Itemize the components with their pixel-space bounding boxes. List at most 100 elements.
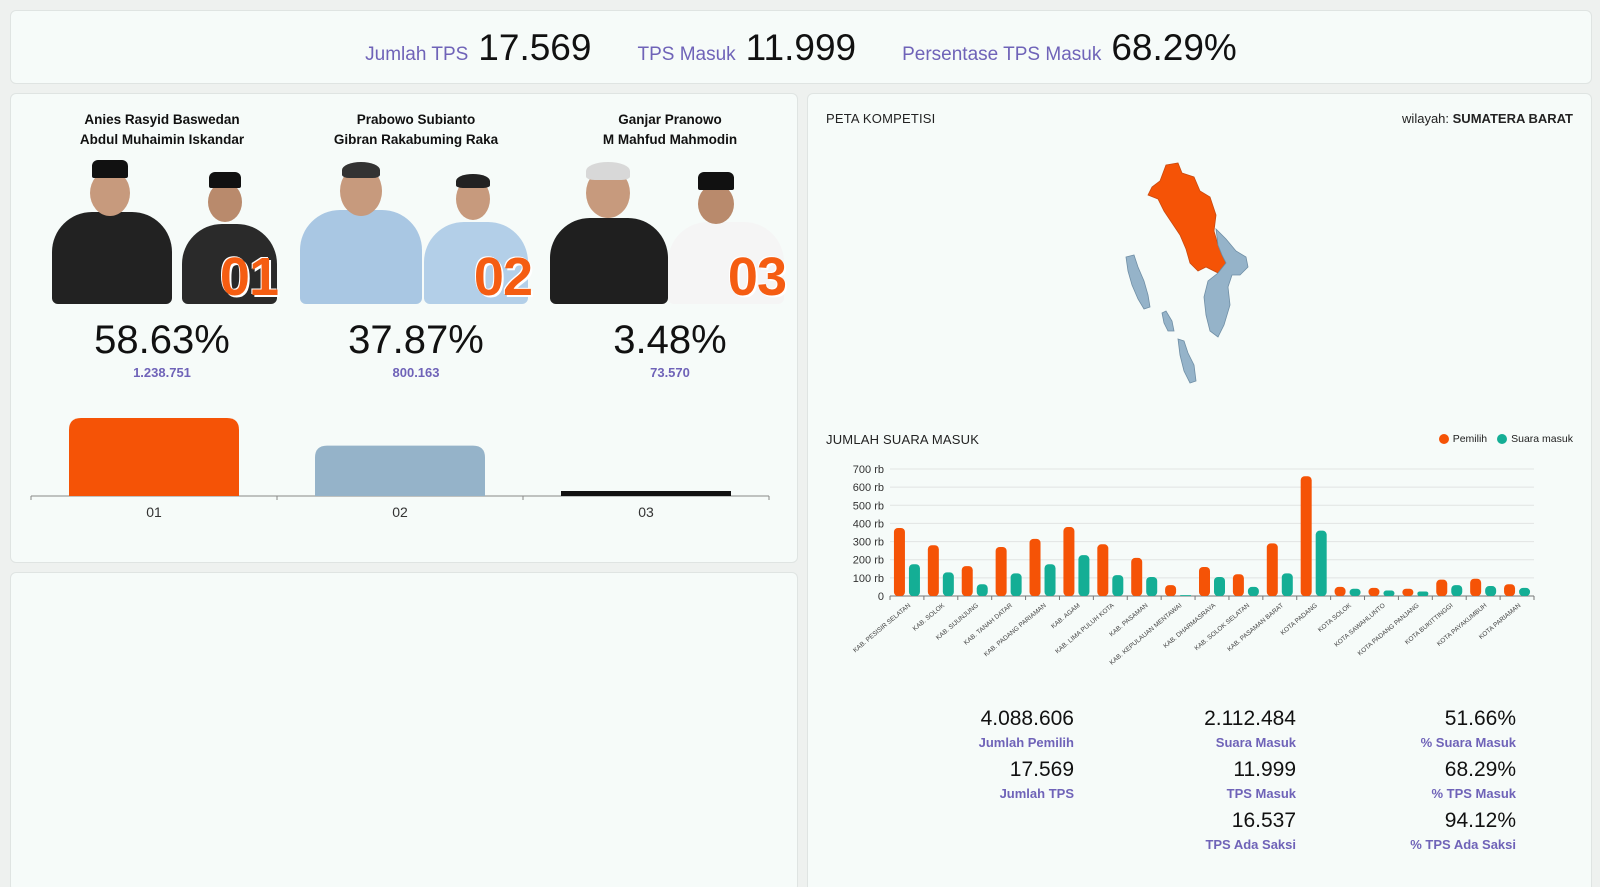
candidate-running-mate: Gibran Rakabuming Raka xyxy=(333,132,499,147)
y-tick-label: 300 rb xyxy=(853,537,884,549)
stat-label: Persentase TPS Masuk xyxy=(902,44,1102,65)
y-tick-label: 200 rb xyxy=(853,555,884,567)
bar-suara-masuk[interactable] xyxy=(1519,587,1531,596)
x-tick-label: KAB. SOLOK xyxy=(912,602,947,633)
bar-02[interactable] xyxy=(315,445,485,496)
y-tick-label: 700 rb xyxy=(853,464,884,476)
y-tick-label: 400 rb xyxy=(853,518,884,530)
summary-value: 4.088.606 xyxy=(980,707,1074,730)
candidate-votes: 73.570 xyxy=(650,365,690,380)
legend-item-pemilih[interactable]: Pemilih xyxy=(1438,433,1488,445)
bar-pemilih[interactable] xyxy=(927,545,939,596)
summary-label: Suara Masuk xyxy=(1215,735,1296,750)
y-tick-label: 100 rb xyxy=(853,573,884,585)
map-island-siberut[interactable] xyxy=(1125,254,1151,310)
candidate-percent: 3.48% xyxy=(613,318,727,362)
x-tick-label: KOTA PADANG PANJANG xyxy=(1357,602,1421,657)
summary-label: % TPS Ada Saksi xyxy=(1410,837,1516,852)
map-region-winner[interactable] xyxy=(1147,162,1227,274)
summary-jumlah-pemilih: 4.088.606 Jumlah Pemilih xyxy=(874,707,1074,750)
bar-pemilih[interactable] xyxy=(1165,585,1177,596)
x-tick-label: KAB. KEPULAUAN MENTAWAI xyxy=(1109,602,1184,667)
bar-suara-masuk[interactable] xyxy=(908,564,920,596)
bar-03[interactable] xyxy=(561,491,731,496)
legend-dot-icon xyxy=(1497,434,1508,444)
legend-item-suara-masuk[interactable]: Suara masuk xyxy=(1497,433,1573,445)
summary-value: 51.66% xyxy=(1444,707,1516,730)
legend-label: Pemilih xyxy=(1452,433,1488,445)
candidate-01[interactable]: Anies Rasyid Baswedan Abdul Muhaimin Isk… xyxy=(37,110,287,380)
bar-pemilih[interactable] xyxy=(1300,476,1312,596)
summary-label: % TPS Masuk xyxy=(1431,786,1516,801)
x-tick-label: KOTA SOLOK xyxy=(1317,602,1353,634)
bar-suara-masuk[interactable] xyxy=(1485,586,1497,596)
summary-value: 16.537 xyxy=(1231,809,1296,832)
candidate-running-mate: M Mahfud Mahmodin xyxy=(602,132,738,147)
bar-suara-masuk[interactable] xyxy=(1451,585,1463,596)
empty-panel xyxy=(10,572,798,887)
bar-suara-masuk[interactable] xyxy=(976,584,988,596)
y-tick-label: 0 xyxy=(878,591,884,603)
bar-pemilih[interactable] xyxy=(1199,566,1210,596)
bar-suara-masuk[interactable] xyxy=(1112,575,1124,596)
bar-pemilih[interactable] xyxy=(1470,578,1482,596)
summary-label: Jumlah TPS xyxy=(999,786,1074,801)
summary-value: 2.112.484 xyxy=(1204,707,1296,730)
bar-pemilih[interactable] xyxy=(1334,586,1346,596)
summary-label: % Suara Masuk xyxy=(1420,735,1516,750)
candidate-bar-chart: 01 02 03 xyxy=(30,418,770,520)
summary-tps-masuk: 11.999 TPS Masuk xyxy=(1096,758,1296,801)
bar-pemilih[interactable] xyxy=(1436,579,1448,596)
suara-masuk-chart: 0 100 rb 200 rb 300 rb 400 rb 500 rb 600 rb 700… xyxy=(852,464,1535,667)
stat-value: 11.999 xyxy=(745,27,857,68)
x-tick-label: 02 xyxy=(392,504,408,520)
summary-persen-tps-masuk: 68.29% % TPS Masuk xyxy=(1316,758,1516,801)
stat-tps-masuk: TPS Masuk 11.999 xyxy=(637,27,856,69)
bar-pemilih[interactable] xyxy=(1504,584,1516,596)
bar-suara-masuk[interactable] xyxy=(1247,586,1259,596)
bar-pemilih[interactable] xyxy=(1063,527,1075,596)
map-island-pagai[interactable] xyxy=(1177,338,1197,384)
candidate-02[interactable]: Prabowo Subianto Gibran Rakabuming Raka … xyxy=(291,110,541,380)
map-island-sipora[interactable] xyxy=(1161,310,1175,332)
candidate-number: 03 xyxy=(727,247,787,307)
stat-jumlah-tps: Jumlah TPS 17.569 xyxy=(365,27,591,69)
bar-pemilih[interactable] xyxy=(1368,587,1380,596)
candidate-03[interactable]: Ganjar Pranowo M Mahfud Mahmodin 03 3.48… xyxy=(545,110,795,380)
bar-pemilih[interactable] xyxy=(1232,574,1244,596)
bar-suara-masuk[interactable] xyxy=(1078,555,1090,596)
bar-suara-masuk[interactable] xyxy=(1214,576,1225,596)
region-label: wilayah: xyxy=(1402,111,1450,126)
bar-pemilih[interactable] xyxy=(1131,557,1143,596)
stat-label: TPS Masuk xyxy=(637,44,736,65)
summary-label: TPS Masuk xyxy=(1226,786,1296,801)
bar-pemilih[interactable] xyxy=(1402,588,1414,596)
bar-suara-masuk[interactable] xyxy=(1281,573,1293,596)
candidate-name: Ganjar Pranowo xyxy=(618,112,722,127)
summary-suara-masuk: 2.112.484 Suara Masuk xyxy=(1096,707,1296,750)
bar-suara-masuk[interactable] xyxy=(1180,595,1192,596)
bar-pemilih[interactable] xyxy=(1097,544,1109,596)
bar-suara-masuk[interactable] xyxy=(1349,588,1361,596)
bar-01[interactable] xyxy=(69,418,239,496)
map-title: PETA KOMPETISI xyxy=(826,111,936,126)
bar-pemilih[interactable] xyxy=(1029,538,1041,596)
bar-suara-masuk[interactable] xyxy=(1417,591,1429,596)
candidate-name: Prabowo Subianto xyxy=(356,112,476,127)
bar-pemilih[interactable] xyxy=(961,566,973,596)
bar-suara-masuk[interactable] xyxy=(1146,576,1158,596)
bar-suara-masuk[interactable] xyxy=(1044,564,1056,596)
bar-suara-masuk[interactable] xyxy=(1010,573,1022,596)
bar-pemilih[interactable] xyxy=(995,547,1007,596)
bar-suara-masuk[interactable] xyxy=(942,572,954,596)
map-region-other[interactable] xyxy=(1203,227,1249,338)
bar-suara-masuk[interactable] xyxy=(1315,530,1327,596)
bar-pemilih[interactable] xyxy=(1266,543,1278,596)
province-map[interactable] xyxy=(1118,159,1268,399)
x-tick-label: KAB. PASAMAN BARAT xyxy=(1226,602,1285,653)
region-name: SUMATERA BARAT xyxy=(1452,111,1573,126)
x-tick-label: 03 xyxy=(638,504,654,520)
x-tick-label: KAB. PESISIR SELATAN xyxy=(852,602,912,654)
bar-pemilih[interactable] xyxy=(893,527,905,596)
bar-suara-masuk[interactable] xyxy=(1383,590,1395,596)
